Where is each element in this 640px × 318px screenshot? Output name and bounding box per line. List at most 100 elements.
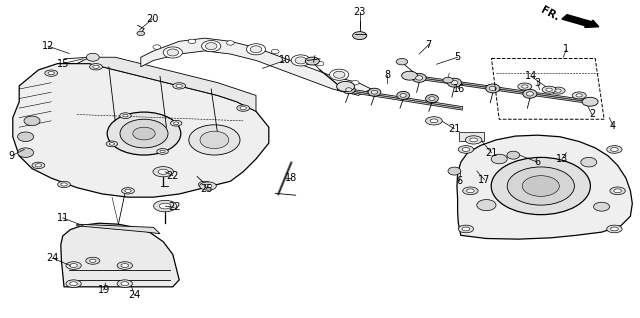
- Ellipse shape: [70, 264, 77, 267]
- Ellipse shape: [451, 80, 458, 85]
- Ellipse shape: [462, 148, 470, 151]
- Ellipse shape: [189, 125, 240, 155]
- Polygon shape: [457, 135, 632, 239]
- Ellipse shape: [542, 86, 556, 93]
- Ellipse shape: [582, 97, 598, 106]
- Ellipse shape: [429, 97, 435, 100]
- Ellipse shape: [240, 107, 246, 110]
- Ellipse shape: [153, 167, 173, 177]
- Ellipse shape: [491, 157, 590, 215]
- Ellipse shape: [125, 189, 131, 192]
- Ellipse shape: [153, 45, 161, 49]
- Ellipse shape: [507, 151, 520, 159]
- Ellipse shape: [486, 84, 500, 93]
- Ellipse shape: [523, 89, 537, 98]
- Ellipse shape: [430, 119, 438, 123]
- Ellipse shape: [173, 122, 179, 124]
- Ellipse shape: [305, 57, 319, 65]
- Ellipse shape: [205, 43, 217, 50]
- Ellipse shape: [443, 77, 453, 83]
- Text: 16: 16: [453, 84, 466, 94]
- Polygon shape: [61, 223, 179, 287]
- Ellipse shape: [447, 78, 461, 87]
- Ellipse shape: [342, 86, 355, 93]
- Ellipse shape: [106, 141, 118, 147]
- Ellipse shape: [576, 94, 582, 97]
- Text: 9: 9: [8, 151, 15, 161]
- Ellipse shape: [614, 189, 621, 193]
- Ellipse shape: [611, 148, 618, 151]
- Text: 6: 6: [534, 157, 541, 167]
- Ellipse shape: [555, 89, 561, 92]
- Ellipse shape: [610, 187, 625, 195]
- Ellipse shape: [368, 88, 381, 96]
- Ellipse shape: [107, 112, 181, 155]
- Ellipse shape: [133, 127, 155, 140]
- Ellipse shape: [477, 200, 496, 211]
- Ellipse shape: [158, 169, 168, 174]
- Text: 21: 21: [485, 148, 498, 158]
- Text: 22: 22: [168, 202, 180, 212]
- Text: 8: 8: [384, 70, 390, 80]
- Ellipse shape: [93, 65, 99, 68]
- Ellipse shape: [109, 142, 115, 145]
- Ellipse shape: [202, 41, 221, 52]
- Ellipse shape: [518, 83, 532, 90]
- Polygon shape: [141, 38, 371, 95]
- Ellipse shape: [426, 117, 442, 125]
- Ellipse shape: [18, 132, 34, 142]
- Ellipse shape: [337, 81, 355, 92]
- Ellipse shape: [117, 280, 132, 287]
- Ellipse shape: [32, 162, 45, 169]
- Ellipse shape: [121, 264, 129, 267]
- FancyArrow shape: [562, 15, 599, 27]
- Ellipse shape: [198, 181, 211, 188]
- Ellipse shape: [333, 71, 345, 78]
- Ellipse shape: [412, 73, 426, 82]
- Ellipse shape: [86, 53, 99, 61]
- Ellipse shape: [70, 282, 77, 286]
- Ellipse shape: [121, 282, 129, 286]
- Ellipse shape: [90, 259, 96, 262]
- Ellipse shape: [188, 39, 196, 44]
- Ellipse shape: [18, 148, 34, 157]
- Text: 7: 7: [426, 39, 432, 50]
- Ellipse shape: [316, 61, 324, 66]
- Ellipse shape: [295, 57, 307, 64]
- Ellipse shape: [353, 31, 367, 39]
- Ellipse shape: [402, 71, 418, 80]
- Polygon shape: [13, 64, 269, 197]
- Text: 12: 12: [42, 41, 54, 51]
- Ellipse shape: [176, 84, 182, 87]
- Ellipse shape: [90, 64, 102, 70]
- Ellipse shape: [351, 80, 359, 85]
- Text: 1: 1: [563, 44, 570, 54]
- Ellipse shape: [246, 44, 266, 55]
- Ellipse shape: [330, 69, 349, 80]
- Ellipse shape: [204, 184, 212, 188]
- Ellipse shape: [522, 176, 559, 196]
- Ellipse shape: [58, 181, 70, 188]
- Polygon shape: [77, 224, 160, 234]
- Ellipse shape: [163, 47, 182, 58]
- Text: 15: 15: [56, 59, 69, 69]
- Ellipse shape: [122, 188, 134, 194]
- Text: 4: 4: [610, 121, 616, 131]
- Ellipse shape: [371, 90, 378, 94]
- Ellipse shape: [291, 55, 310, 66]
- Text: 25: 25: [200, 184, 212, 194]
- Ellipse shape: [400, 93, 406, 97]
- Ellipse shape: [397, 92, 410, 99]
- Text: 2: 2: [589, 109, 595, 120]
- Ellipse shape: [202, 183, 208, 186]
- Text: 23: 23: [353, 7, 366, 17]
- Text: 24: 24: [46, 253, 59, 263]
- Ellipse shape: [200, 131, 229, 149]
- Ellipse shape: [607, 225, 622, 233]
- Ellipse shape: [572, 92, 586, 99]
- Text: FR.: FR.: [540, 5, 561, 23]
- Ellipse shape: [465, 136, 482, 144]
- Ellipse shape: [396, 59, 408, 65]
- Bar: [459, 132, 484, 141]
- Ellipse shape: [416, 76, 423, 80]
